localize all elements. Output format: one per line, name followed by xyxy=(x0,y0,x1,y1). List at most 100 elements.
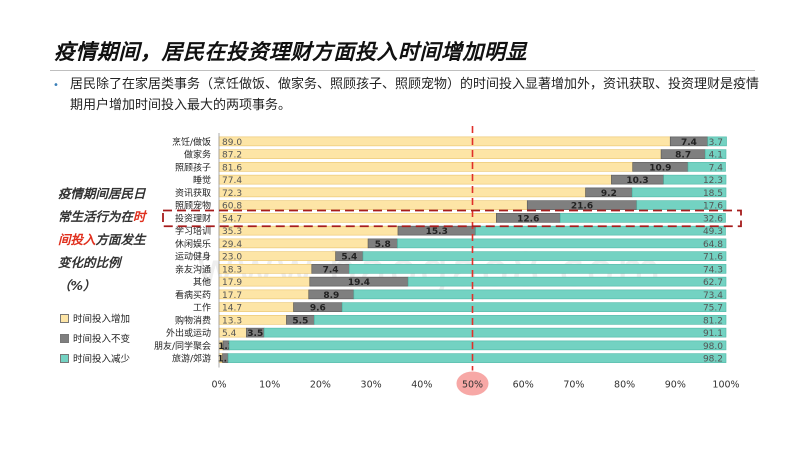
data-label: 98.2 xyxy=(703,355,723,365)
data-label: 87.2 xyxy=(222,151,242,161)
title-divider xyxy=(50,70,755,71)
chart-legend: 时间投入增加 时间投入不变 时间投入减少 xyxy=(60,308,130,368)
legend-item-unchanged: 时间投入不变 xyxy=(60,328,130,348)
data-label: 62.7 xyxy=(703,278,723,288)
bar-segment xyxy=(218,200,528,210)
caption-part-2: 方面发生变化的比例（%） xyxy=(58,232,146,293)
caption-part-1: 疫情期间居民日常生活行为在 xyxy=(58,186,146,224)
category-label: 购物消费 xyxy=(175,314,211,326)
data-label: 89.0 xyxy=(222,138,242,148)
data-label: 15.3 xyxy=(426,227,448,237)
page-title: 疫情期间，居民在投资理财方面投入时间增加明显 xyxy=(54,40,527,64)
data-label: 35.3 xyxy=(222,227,242,237)
data-label: 60.8 xyxy=(222,202,242,212)
data-label: 9.2 xyxy=(601,189,617,199)
legend-swatch-unchanged xyxy=(60,333,69,343)
category-label: 投资理财 xyxy=(175,212,211,224)
legend-label-increase: 时间投入增加 xyxy=(73,314,131,325)
data-label: 17.6 xyxy=(703,202,723,212)
bar-segment xyxy=(218,187,586,198)
data-label: 7.4 xyxy=(709,163,724,173)
data-label: 13.3 xyxy=(222,316,242,326)
x-tick-label: 0% xyxy=(211,380,226,391)
data-label: 4.1 xyxy=(709,151,723,161)
x-tick-label: 20% xyxy=(310,380,331,391)
category-label: 资讯获取 xyxy=(175,188,211,199)
data-label: 81.6 xyxy=(222,163,242,173)
data-label: 91.1 xyxy=(703,329,723,339)
data-label: 14.7 xyxy=(222,304,242,314)
data-label: 17.7 xyxy=(222,291,242,301)
category-label: 运动健身 xyxy=(175,251,211,263)
data-label: 5.4 xyxy=(341,253,357,263)
bar-segment xyxy=(218,162,634,172)
x-tick-label: 80% xyxy=(614,380,635,391)
category-label: 学习培训 xyxy=(175,225,211,237)
data-label: 9.6 xyxy=(310,304,326,314)
category-label: 其他 xyxy=(193,276,211,288)
data-label: 74.3 xyxy=(703,265,723,275)
x-tick-label: 50% xyxy=(462,380,483,391)
bar-segment xyxy=(397,238,727,249)
data-label: 19.4 xyxy=(348,278,370,288)
reference-tick-highlight xyxy=(456,371,489,396)
legend-label-unchanged: 时间投入不变 xyxy=(73,334,131,345)
bar-segment xyxy=(218,213,497,223)
data-label: 12.3 xyxy=(703,176,723,186)
x-tick-label: 60% xyxy=(513,380,534,391)
chart-caption: 疫情期间居民日常生活行为在时间投入方面发生变化的比例（%） xyxy=(58,182,148,297)
caption-highlight: 时间投入 xyxy=(58,209,146,247)
bar-segment xyxy=(631,187,727,198)
data-label: 7.4 xyxy=(323,265,339,275)
data-label: 72.3 xyxy=(222,189,242,199)
data-label: 54.7 xyxy=(222,214,242,224)
data-label: 5.5 xyxy=(292,316,308,326)
legend-swatch-decrease xyxy=(60,353,69,363)
data-label: 8.9 xyxy=(323,291,339,301)
bar-segment xyxy=(218,136,671,147)
data-label: 8.7 xyxy=(675,151,691,161)
data-label: 5.4 xyxy=(222,329,237,339)
data-label: 18.5 xyxy=(703,189,723,199)
bar-segment xyxy=(227,353,727,363)
legend-item-decrease: 时间投入减少 xyxy=(60,348,130,368)
bar-segment xyxy=(353,289,727,300)
legend-item-increase: 时间投入增加 xyxy=(60,308,130,328)
bar-segment xyxy=(475,225,726,236)
category-label: 朋友/同学聚会 xyxy=(154,340,211,352)
bar-segment xyxy=(348,264,727,274)
category-label: 亲友沟通 xyxy=(175,263,211,275)
data-label: 49.3 xyxy=(703,227,723,237)
data-label: 12.6 xyxy=(517,214,539,224)
category-label: 外出或运动 xyxy=(166,327,211,339)
data-label: 29.4 xyxy=(222,240,242,250)
legend-swatch-increase xyxy=(60,313,69,323)
bar-segment xyxy=(314,315,727,325)
category-label: 休闲娱乐 xyxy=(175,238,211,250)
bar-segment xyxy=(218,225,399,236)
bar-segment xyxy=(341,302,727,312)
data-label: 10.3 xyxy=(626,176,648,186)
data-label: 3.5 xyxy=(247,329,263,339)
legend-label-decrease: 时间投入减少 xyxy=(73,354,131,365)
bar-segment xyxy=(559,213,726,223)
bar-segment xyxy=(228,340,727,351)
bar-segment xyxy=(704,149,727,159)
bar-segment xyxy=(707,136,727,147)
bar-segment xyxy=(663,174,727,185)
bar-segment xyxy=(362,251,727,261)
data-label: 23.0 xyxy=(222,253,242,263)
data-label: 3.7 xyxy=(709,138,723,148)
data-label: 75.7 xyxy=(703,304,723,314)
x-tick-label: 100% xyxy=(712,380,739,391)
category-label: 工作 xyxy=(193,302,211,314)
data-label: 17.9 xyxy=(222,278,242,288)
x-tick-label: 70% xyxy=(563,380,584,391)
category-label: 做家务 xyxy=(184,149,211,161)
x-tick-label: 30% xyxy=(361,380,382,391)
highlight-box-investment xyxy=(162,209,742,228)
data-label: 73.4 xyxy=(703,291,723,301)
data-label: 1.1 xyxy=(217,355,233,365)
category-label: 照顾宠物 xyxy=(175,200,211,212)
